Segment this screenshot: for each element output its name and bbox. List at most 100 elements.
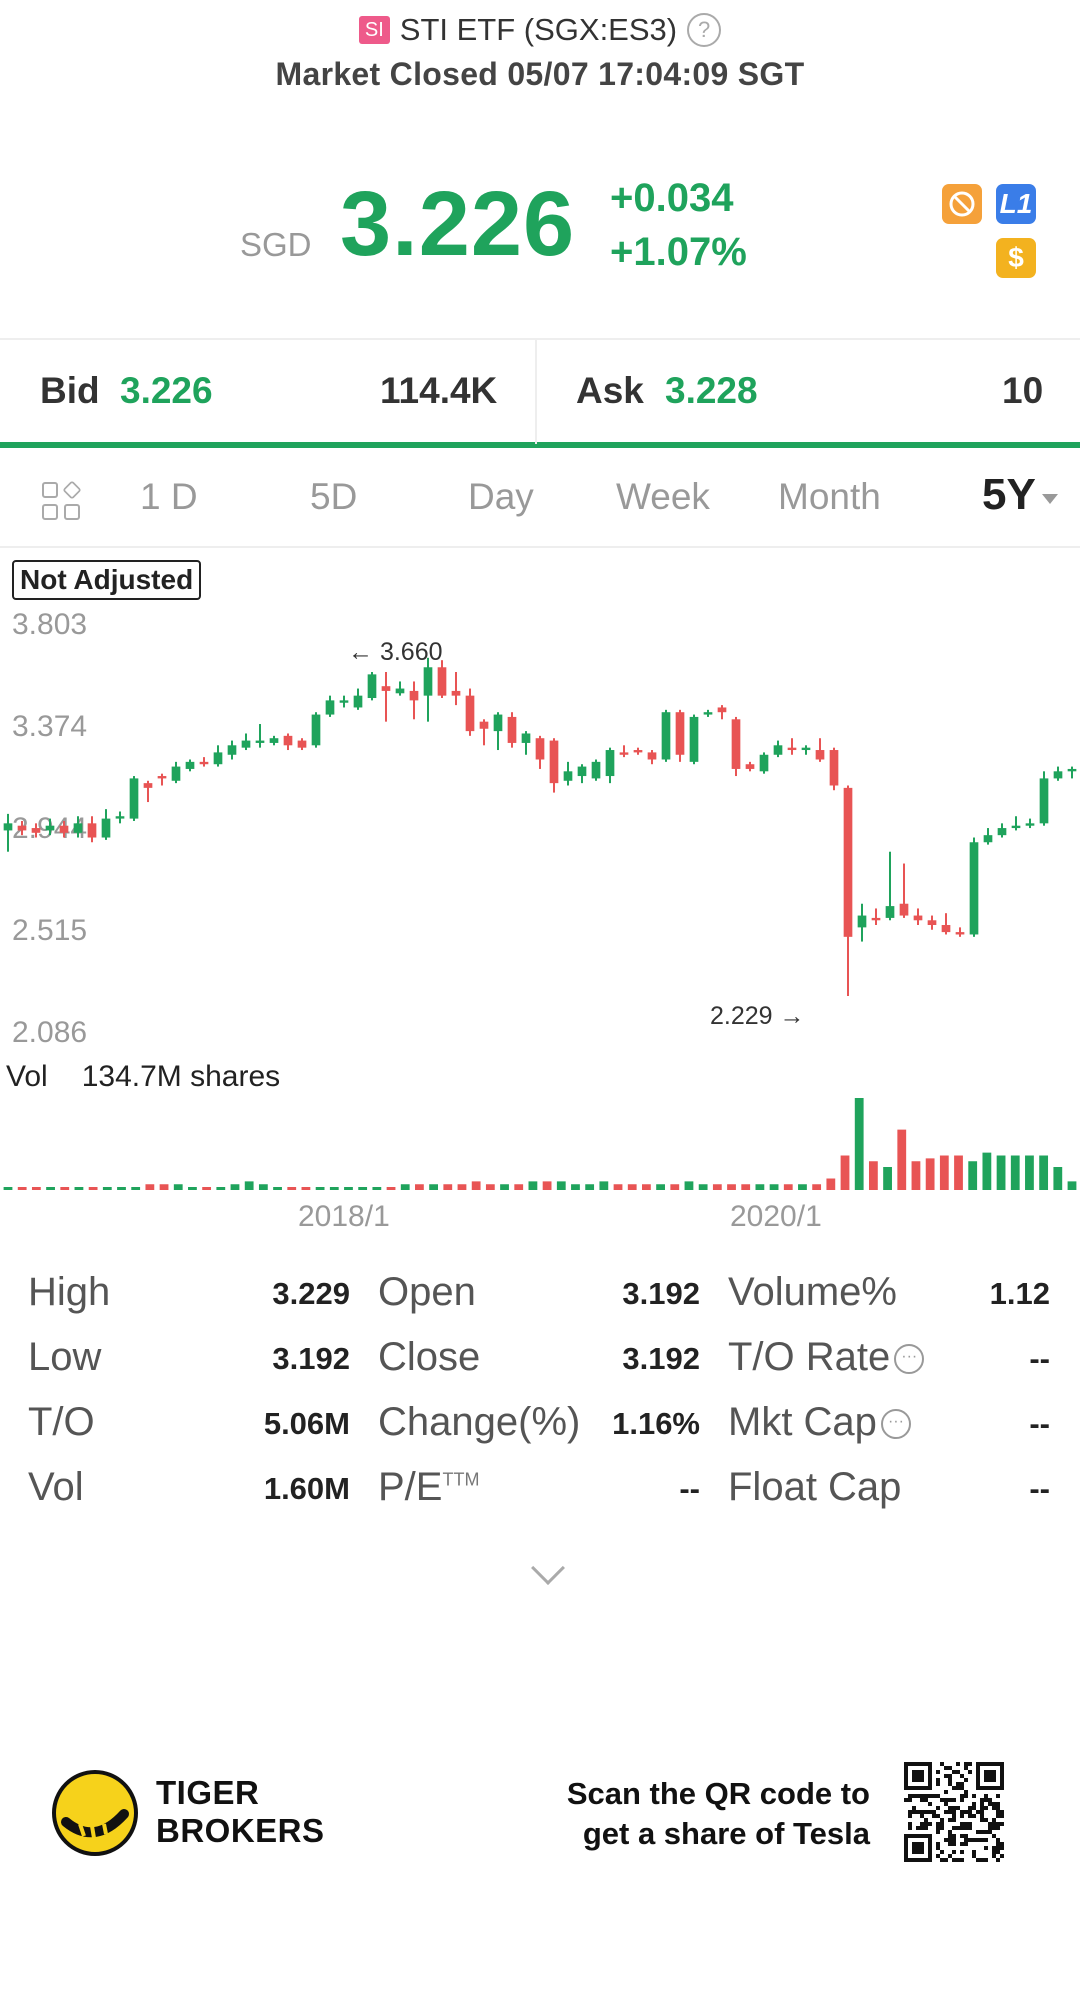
volume-bar xyxy=(145,1184,155,1190)
candle-body xyxy=(241,740,251,748)
candle xyxy=(339,695,349,708)
candle-body xyxy=(969,842,979,935)
tab-dropdown-icon[interactable] xyxy=(1042,494,1058,506)
candle-body xyxy=(913,915,923,921)
tab-1d[interactable]: 1 D xyxy=(140,476,198,517)
candle-body xyxy=(437,667,447,696)
candle-body xyxy=(353,695,363,708)
candle xyxy=(87,816,97,843)
volume-bar xyxy=(897,1129,907,1190)
candle-body xyxy=(507,716,517,743)
candle xyxy=(535,735,545,769)
stat-float-cap-label: Float Cap xyxy=(728,1465,902,1509)
volume-bar xyxy=(46,1187,55,1190)
candle xyxy=(1053,766,1063,781)
candlestick-chart[interactable] xyxy=(0,600,1080,1040)
stat-change-label: Change(%) xyxy=(378,1400,581,1444)
volume-chart[interactable] xyxy=(0,1090,1080,1194)
right-arrow-icon: → xyxy=(779,1002,805,1030)
volume-bar xyxy=(712,1184,722,1190)
candle xyxy=(31,823,41,838)
candle xyxy=(661,709,671,762)
market-badge: SI xyxy=(358,16,390,44)
volume-bar xyxy=(400,1184,410,1190)
volume-bar xyxy=(698,1184,708,1190)
bid-ask-bar[interactable]: Bid 3.226 114.4K Ask 3.228 10 xyxy=(0,338,1080,448)
candle xyxy=(311,712,321,748)
grid-layout-icon[interactable] xyxy=(42,480,82,522)
candle-body xyxy=(283,735,293,746)
volume-bar xyxy=(542,1181,552,1190)
tiger-logo xyxy=(52,1770,138,1856)
volume-bar xyxy=(31,1187,41,1190)
candle-body xyxy=(745,764,755,769)
candle xyxy=(913,908,923,926)
candle xyxy=(997,823,1007,838)
candle-body xyxy=(465,695,475,732)
stat-low-label: Low xyxy=(28,1335,102,1379)
candle xyxy=(227,740,237,760)
info-icon[interactable]: ··· xyxy=(894,1344,925,1375)
candle-body xyxy=(885,906,895,918)
volume-bar xyxy=(344,1187,353,1190)
help-icon[interactable]: ? xyxy=(687,13,722,47)
low-annotation-value: 2.229 xyxy=(710,1002,773,1030)
candle xyxy=(871,908,881,926)
candle-body xyxy=(87,823,97,838)
candle-body xyxy=(731,719,741,769)
candle-body xyxy=(395,688,405,694)
candle xyxy=(45,818,55,836)
expand-chevron-icon[interactable] xyxy=(531,1551,565,1585)
volume-bar xyxy=(1039,1155,1049,1190)
stat-mkt-cap-text: Mkt Cap xyxy=(728,1400,877,1444)
candle xyxy=(143,780,153,803)
candle-body xyxy=(213,752,223,765)
candle xyxy=(647,750,657,765)
candle-body xyxy=(717,707,727,713)
stat-to-rate-text: T/O Rate xyxy=(728,1335,891,1379)
candle xyxy=(745,761,755,772)
candle xyxy=(157,773,167,786)
candle-body xyxy=(45,825,55,831)
candle-body xyxy=(143,783,153,788)
tab-5d[interactable]: 5D xyxy=(310,476,358,517)
candle-body xyxy=(675,712,685,755)
volume-bar xyxy=(3,1187,13,1190)
tab-day[interactable]: Day xyxy=(468,476,534,517)
volume-bar xyxy=(854,1098,864,1190)
level1-icon[interactable]: L1 xyxy=(996,184,1036,224)
candle xyxy=(199,757,209,767)
candle xyxy=(689,714,699,765)
candle-body xyxy=(997,828,1007,836)
adjust-toggle[interactable]: Not Adjusted xyxy=(12,560,202,600)
volume-bar xyxy=(1053,1167,1063,1190)
stat-vol-value: 1.60M xyxy=(263,1471,350,1506)
volume-bar xyxy=(301,1187,311,1190)
dollar-icon[interactable]: $ xyxy=(996,238,1036,278)
candle xyxy=(703,709,713,717)
volume-bar xyxy=(60,1187,70,1190)
stat-high-value: 3.229 xyxy=(272,1276,350,1311)
candle-body xyxy=(3,823,13,831)
candle xyxy=(73,816,83,838)
volume-bar xyxy=(429,1184,438,1190)
tab-week[interactable]: Week xyxy=(616,476,710,517)
stat-close-value: 3.192 xyxy=(622,1341,700,1376)
candle xyxy=(367,672,377,701)
volume-bar xyxy=(88,1187,98,1190)
info-icon[interactable]: ··· xyxy=(880,1409,911,1440)
tab-month[interactable]: Month xyxy=(778,476,881,517)
tab-5y[interactable]: 5Y xyxy=(982,470,1036,519)
no-short-icon[interactable] xyxy=(942,184,982,224)
volume-bar xyxy=(457,1184,467,1190)
volume-bar xyxy=(315,1187,325,1190)
candle-body xyxy=(1011,825,1021,829)
candle-body xyxy=(605,750,615,777)
volume-bar xyxy=(102,1187,112,1190)
candle-body xyxy=(185,761,195,769)
candle xyxy=(591,759,601,781)
volume-bar xyxy=(386,1187,396,1190)
candle xyxy=(101,809,111,840)
candle xyxy=(675,709,685,762)
volume-bar xyxy=(159,1184,169,1190)
